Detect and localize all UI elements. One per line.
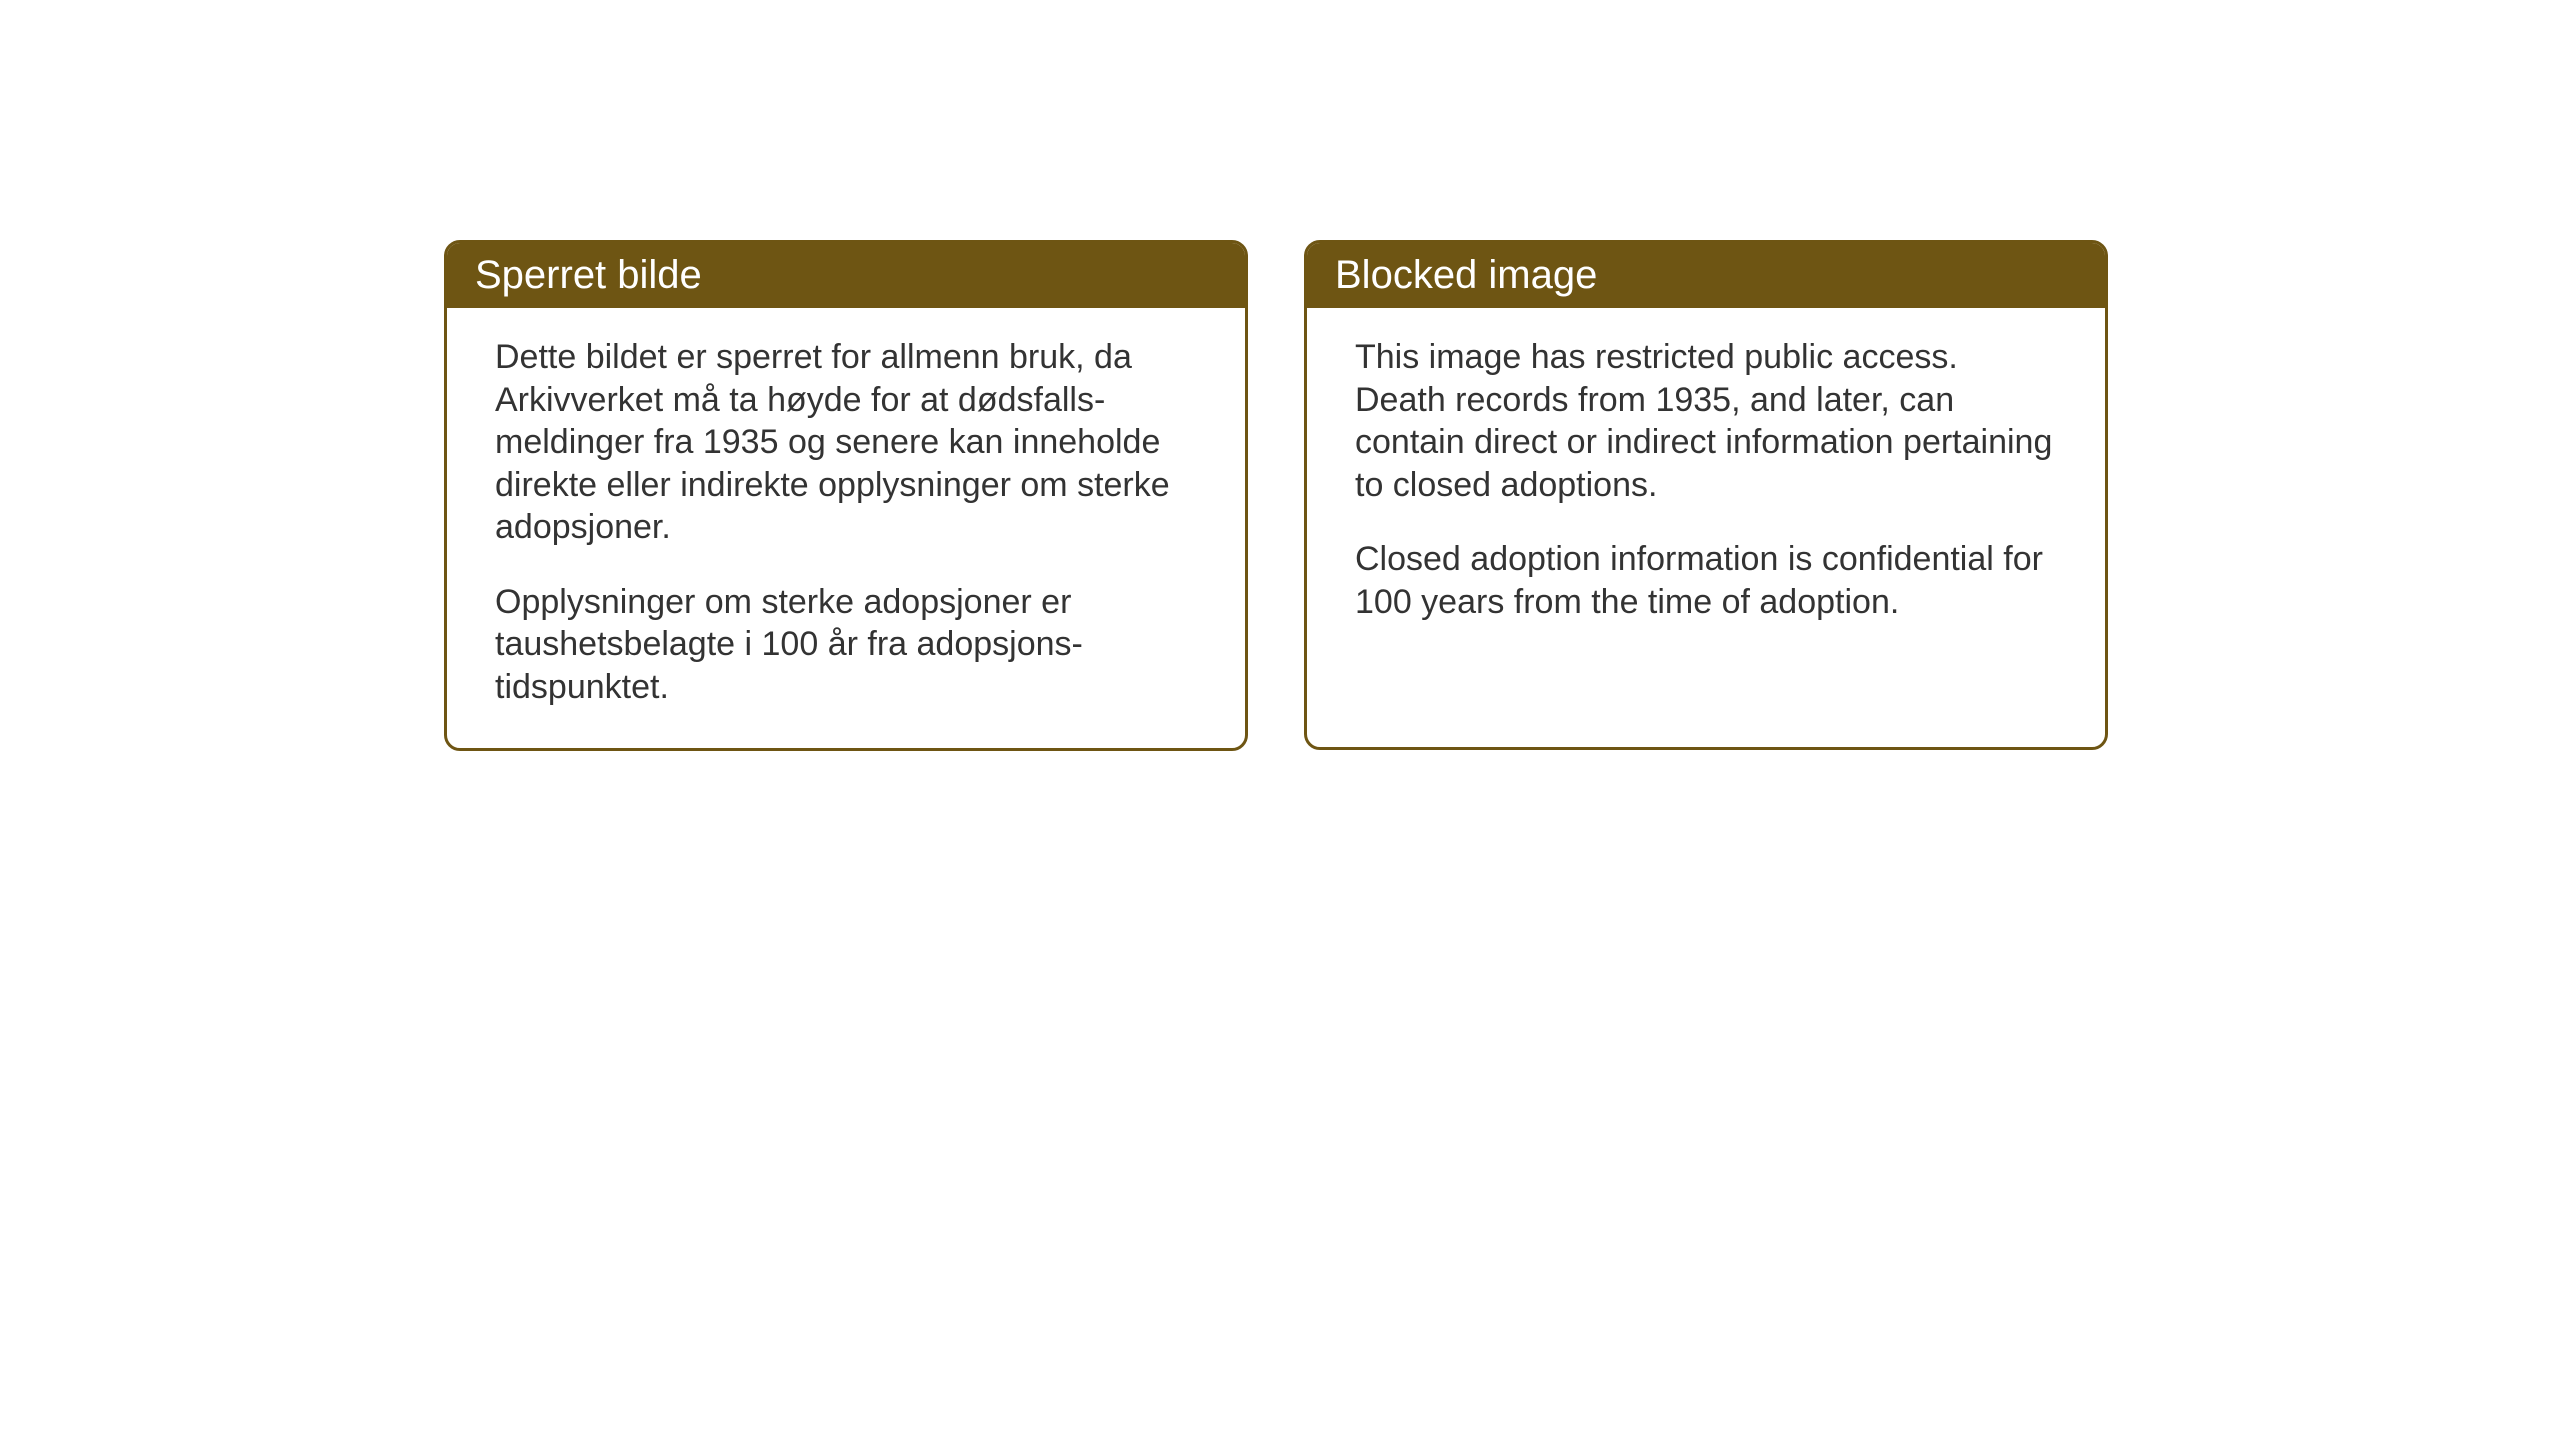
card-norwegian-header: Sperret bilde [447, 243, 1245, 308]
card-english-paragraph-1: This image has restricted public access.… [1355, 336, 2057, 506]
card-norwegian-title: Sperret bilde [475, 253, 702, 297]
card-norwegian-body: Dette bildet er sperret for allmenn bruk… [447, 308, 1245, 748]
card-norwegian-paragraph-2: Opplysninger om sterke adopsjoner er tau… [495, 581, 1197, 709]
card-norwegian: Sperret bilde Dette bildet er sperret fo… [444, 240, 1248, 751]
card-english-body: This image has restricted public access.… [1307, 308, 2105, 663]
card-english-header: Blocked image [1307, 243, 2105, 308]
card-norwegian-paragraph-1: Dette bildet er sperret for allmenn bruk… [495, 336, 1197, 549]
cards-container: Sperret bilde Dette bildet er sperret fo… [0, 0, 2560, 751]
card-english: Blocked image This image has restricted … [1304, 240, 2108, 750]
card-english-paragraph-2: Closed adoption information is confident… [1355, 538, 2057, 623]
card-english-title: Blocked image [1335, 253, 1597, 297]
